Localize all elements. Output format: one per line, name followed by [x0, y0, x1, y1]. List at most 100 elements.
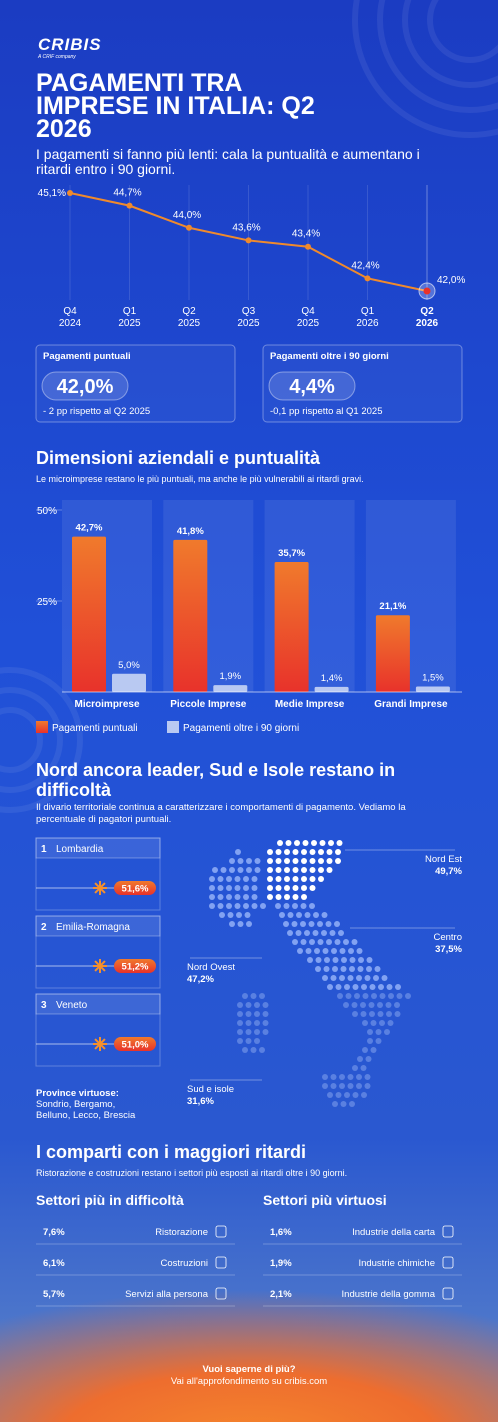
map-dot — [311, 840, 317, 846]
map-dot — [373, 975, 379, 981]
sector-name: Industrie della gomma — [342, 1289, 436, 1300]
x-tick-label: Piccole Imprese — [170, 699, 247, 710]
map-dot — [267, 894, 273, 900]
map-dot — [308, 921, 315, 927]
sector-icon — [215, 1287, 227, 1300]
map-dot — [370, 1047, 377, 1053]
map-dot — [348, 948, 354, 954]
map-dot — [284, 849, 290, 855]
section-title: I comparti con i maggiori ritardi — [36, 1142, 307, 1162]
kpi-title: Pagamenti puntuali — [43, 351, 131, 362]
map-dot — [237, 1002, 243, 1008]
map-dot — [319, 840, 326, 846]
map-dot — [339, 948, 346, 954]
map-dot — [277, 840, 283, 846]
map-dot — [229, 921, 235, 927]
map-dot — [283, 921, 289, 927]
map-dot — [341, 957, 347, 963]
sector-value: 1,9% — [270, 1258, 292, 1269]
sector-name: Costruzioni — [160, 1258, 208, 1269]
kpi-pill — [41, 371, 129, 401]
map-dot — [377, 1002, 383, 1008]
map-dot — [366, 966, 372, 972]
map-dot — [326, 858, 333, 864]
map-dot — [405, 993, 411, 999]
map-dot — [360, 1065, 367, 1071]
star — [94, 960, 106, 972]
kpi-note: - 2 pp rispetto al Q2 2025 — [43, 406, 150, 417]
map-dot — [262, 1002, 269, 1008]
map-dot — [275, 876, 282, 882]
value-label: 42,0% — [437, 275, 465, 286]
map-dot — [352, 1065, 358, 1071]
map-dot — [245, 1038, 252, 1044]
map-dot — [356, 948, 363, 954]
map-dot — [275, 858, 282, 864]
map-dot — [254, 1020, 260, 1026]
map-dot — [243, 903, 249, 909]
area-name: Sud e isole — [187, 1084, 234, 1095]
map-dot — [387, 1020, 394, 1026]
map-dot — [284, 858, 290, 864]
map-dot — [220, 867, 227, 873]
map-dot — [262, 1020, 269, 1026]
area-name: Nord Ovest — [187, 962, 235, 973]
map-dot — [251, 876, 258, 882]
map-dot — [300, 921, 306, 927]
sector-icon — [442, 1225, 454, 1238]
map-dot — [287, 930, 293, 936]
map-dot — [349, 1101, 355, 1107]
map-dot — [309, 849, 316, 855]
map-dot — [329, 930, 336, 936]
kpi-card — [262, 344, 463, 423]
map-dot — [386, 1011, 392, 1017]
value-label: 1,9% — [219, 671, 241, 682]
map-dot — [267, 867, 273, 873]
map-dot — [209, 885, 215, 891]
map-dot — [309, 858, 316, 864]
map-dot — [262, 1029, 269, 1035]
map-dot — [360, 1011, 367, 1017]
map-dot — [375, 1038, 382, 1044]
map-dot — [323, 966, 330, 972]
map-dot — [237, 1038, 243, 1044]
point — [305, 243, 311, 250]
map-dot — [234, 876, 241, 882]
map-dot — [328, 840, 334, 846]
map-dot — [318, 876, 324, 882]
map-dot — [234, 885, 241, 891]
sector-name: Industrie chimiche — [358, 1258, 435, 1269]
map-dot — [237, 858, 244, 864]
area-value: 31,6% — [187, 1096, 214, 1107]
area-name: Centro — [433, 932, 462, 943]
map-dot — [388, 993, 394, 999]
kpi-title: Pagamenti oltre i 90 giorni — [270, 351, 389, 362]
sector-value: 6,1% — [43, 1258, 65, 1269]
map-dot — [336, 840, 343, 846]
map-dot — [301, 885, 307, 891]
map-dot — [337, 993, 343, 999]
map-dot — [267, 849, 273, 855]
provinces-title: Province virtuose: — [36, 1088, 119, 1099]
map-dot — [292, 858, 299, 864]
footer-link[interactable]: Vai all'approfondimento su cribis.com — [170, 1376, 328, 1387]
map-dot — [322, 948, 329, 954]
sector-name: Servizi alla persona — [125, 1289, 209, 1300]
map-dot — [332, 966, 338, 972]
map-dot — [301, 894, 307, 900]
map-dot — [246, 867, 252, 873]
map-dot — [335, 849, 341, 855]
value-label: 44,7% — [113, 188, 141, 199]
map-dot — [301, 867, 307, 873]
map-dot — [354, 993, 360, 999]
map-dot — [300, 903, 307, 909]
map-dot — [292, 894, 299, 900]
map-dot — [312, 930, 319, 936]
decor-rings — [0, 0, 498, 810]
map-dot — [374, 966, 381, 972]
map-dot — [301, 876, 307, 882]
map-dot — [246, 921, 252, 927]
map-dot — [335, 1092, 342, 1098]
value-label: 43,4% — [292, 229, 320, 240]
